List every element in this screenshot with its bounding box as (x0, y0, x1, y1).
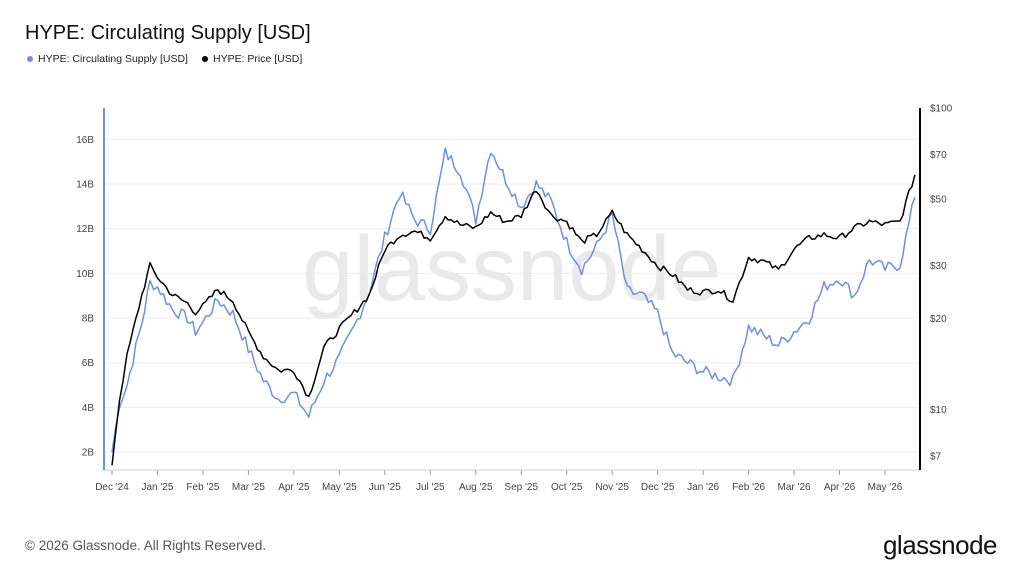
x-tick-label: Feb '26 (732, 482, 765, 493)
y-right-tick-label: $10 (930, 405, 947, 416)
y-left-tick-label: 10B (76, 269, 94, 280)
x-tick-label: Dec '24 (95, 482, 129, 493)
copyright-footer: © 2026 Glassnode. All Rights Reserved. (25, 538, 267, 553)
x-tick-label: Nov '25 (595, 482, 629, 493)
y-right-tick-label: $70 (930, 150, 947, 161)
glassnode-logo: glassnode (882, 530, 998, 560)
series-line-circulating-supply (111, 147, 916, 453)
y-right-tick-label: $50 (930, 194, 947, 205)
x-tick-label: Jan '25 (142, 482, 174, 493)
x-tick-label: Oct '25 (551, 482, 583, 493)
x-tick-label: Jun '25 (369, 482, 401, 493)
x-tick-label: Apr '25 (278, 482, 310, 493)
x-tick-label: Sep '25 (504, 482, 538, 493)
y-left-tick-label: 16B (76, 135, 94, 146)
legend-item-supply[interactable]: HYPE: Circulating Supply [USD] (27, 53, 188, 65)
y-left-tick-label: 8B (82, 314, 95, 325)
x-tick-label: Jul '25 (416, 482, 445, 493)
y-left-tick-label: 6B (82, 358, 95, 369)
y-left-tick-label: 12B (76, 224, 94, 235)
x-tick-label: Mar '25 (232, 482, 265, 493)
legend-label-price: HYPE: Price [USD] (212, 53, 303, 65)
x-tick-label: Mar '26 (778, 482, 811, 493)
y-right-tick-label: $100 (930, 104, 953, 115)
y-left-tick-label: 14B (76, 179, 94, 190)
legend-item-price[interactable]: HYPE: Price [USD] (201, 53, 303, 65)
legend-dot-supply (27, 56, 33, 62)
x-tick-label: Feb '25 (186, 482, 219, 493)
x-tick-label: May '26 (868, 482, 903, 493)
y-right-tick-label: $20 (930, 314, 947, 325)
x-tick-label: May '25 (322, 482, 357, 493)
chart-title: HYPE: Circulating Supply [USD] (25, 22, 311, 44)
x-tick-label: Dec '25 (641, 482, 675, 493)
y-left-tick-label: 2B (82, 448, 95, 459)
x-tick-label: Jan '26 (687, 482, 719, 493)
chart-legend: HYPE: Circulating Supply [USD] HYPE: Pri… (27, 53, 302, 65)
series-line-price (111, 174, 916, 466)
y-right-tick-label: $7 (930, 452, 942, 463)
legend-label-supply: HYPE: Circulating Supply [USD] (38, 53, 188, 65)
legend-dot-price (201, 56, 208, 62)
y-left-tick-label: 4B (82, 403, 95, 414)
x-tick-label: Apr '26 (824, 482, 856, 493)
y-right-tick-label: $30 (930, 261, 947, 272)
x-tick-label: Aug '25 (459, 482, 493, 493)
